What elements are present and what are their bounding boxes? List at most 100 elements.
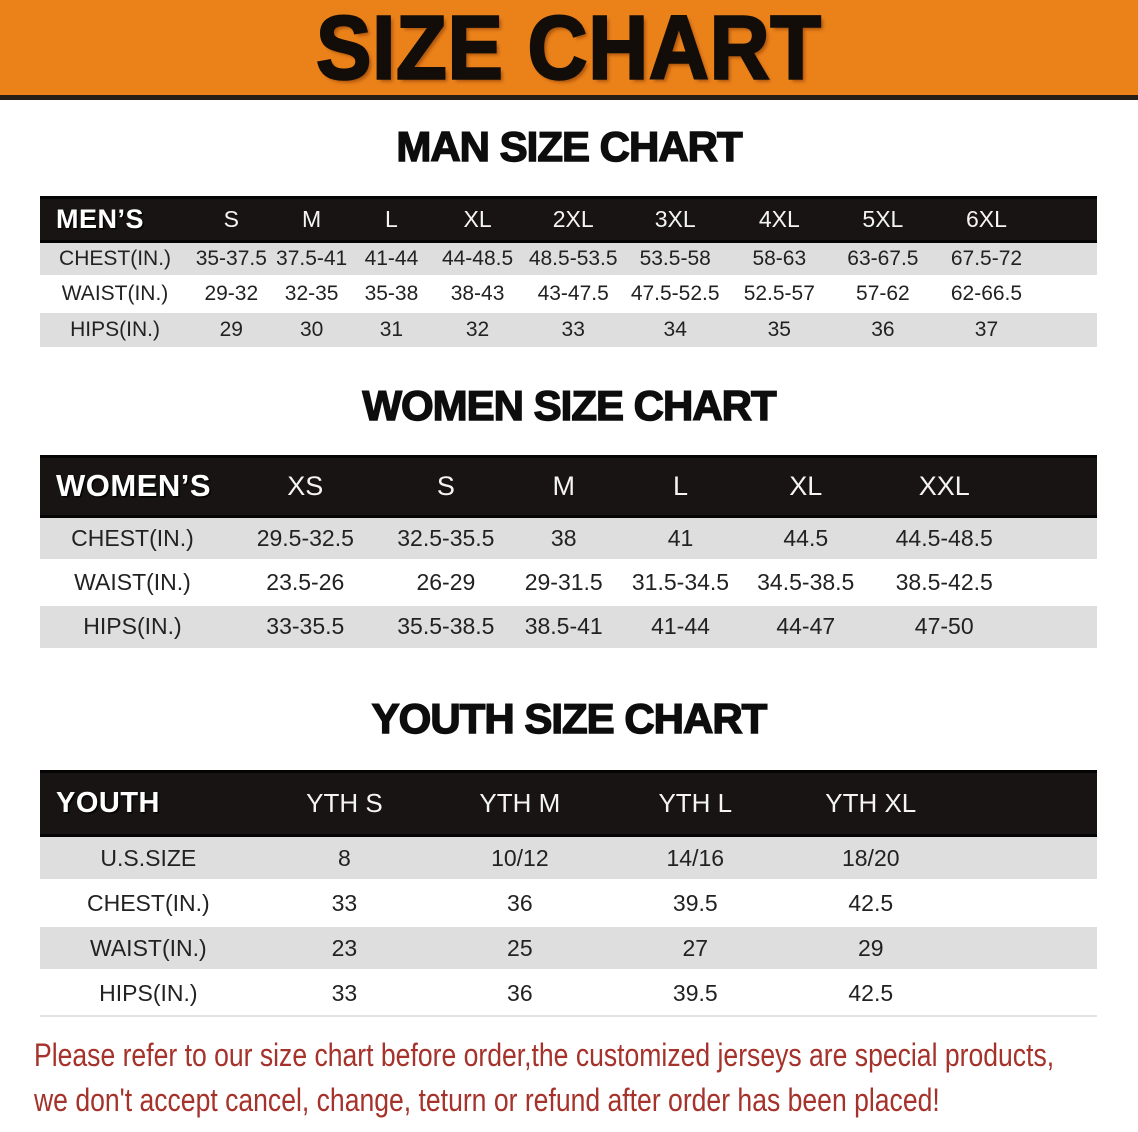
disclaimer-line-1: Please refer to our size chart before or… — [34, 1036, 1055, 1073]
men-section-title: MAN SIZE CHART — [396, 123, 744, 170]
size-value-cell: 34.5-38.5 — [739, 558, 872, 604]
size-chart-banner: SIZE CHART — [0, 0, 1138, 100]
men-size-header-2xl: 2XL — [523, 196, 624, 243]
youth-corner-label: YOUTH — [40, 770, 257, 837]
size-value-cell: 18/20 — [783, 834, 959, 881]
size-value-cell: 27 — [607, 924, 784, 971]
row-label: HIPS(IN.) — [40, 602, 225, 648]
women-size-header-xs: XS — [224, 454, 386, 518]
size-value-cell: 39.5 — [607, 879, 784, 926]
size-value-cell: 35-37.5 — [190, 240, 273, 277]
size-value-cell: 44-48.5 — [432, 240, 523, 277]
men-size-header-3xl: 3XL — [623, 196, 727, 243]
youth-hips-row: HIPS(IN.) 33 36 39.5 42.5 — [40, 969, 1097, 1016]
men-header-spacer — [1038, 196, 1097, 243]
row-label: U.S.SIZE — [40, 834, 257, 881]
size-value-cell: 34 — [623, 310, 727, 347]
size-value-cell: 47.5-52.5 — [623, 275, 727, 312]
size-value-cell: 38 — [506, 514, 622, 560]
row-spacer — [1016, 602, 1097, 648]
women-corner-label: WOMEN’S — [40, 454, 225, 518]
size-value-cell: 35 — [726, 310, 832, 347]
row-label: CHEST(IN.) — [40, 240, 191, 277]
size-value-cell: 41 — [621, 514, 740, 560]
size-value-cell: 10/12 — [432, 834, 608, 881]
row-spacer — [1038, 275, 1097, 312]
men-size-header-xl: XL — [432, 196, 523, 243]
women-waist-row: WAIST(IN.) 23.5-26 26-29 29-31.5 31.5-34… — [40, 558, 1097, 604]
size-value-cell: 33 — [523, 310, 624, 347]
women-section-title: WOMEN SIZE CHART — [362, 381, 778, 429]
youth-size-header-l: YTH L — [607, 770, 784, 837]
row-spacer — [958, 834, 1097, 881]
size-value-cell: 30 — [272, 310, 351, 347]
men-waist-row: WAIST(IN.) 29-32 32-35 35-38 38-43 43-47… — [40, 275, 1097, 312]
disclaimer-line-2: we don't accept cancel, change, teturn o… — [34, 1081, 940, 1118]
women-size-header-xxl: XXL — [871, 454, 1017, 518]
youth-size-header-s: YTH S — [256, 770, 433, 837]
women-size-header-s: S — [385, 454, 507, 518]
men-header-row: MEN’S S M L XL 2XL 3XL 4XL 5XL 6XL — [40, 196, 1097, 243]
size-value-cell: 29 — [783, 924, 959, 971]
youth-chest-row: CHEST(IN.) 33 36 39.5 42.5 — [40, 879, 1097, 926]
youth-header-row: YOUTH YTH S YTH M YTH L YTH XL — [40, 770, 1097, 837]
row-label: HIPS(IN.) — [40, 310, 191, 347]
size-value-cell: 52.5-57 — [726, 275, 832, 312]
row-label: WAIST(IN.) — [40, 558, 225, 604]
size-value-cell: 36 — [432, 879, 608, 926]
men-size-header-5xl: 5XL — [831, 196, 935, 243]
women-size-header-m: M — [506, 454, 622, 518]
size-value-cell: 44.5-48.5 — [871, 514, 1017, 560]
size-value-cell: 31.5-34.5 — [621, 558, 740, 604]
size-value-cell: 37.5-41 — [272, 240, 351, 277]
size-value-cell: 37 — [934, 310, 1039, 347]
size-value-cell: 29 — [190, 310, 273, 347]
youth-size-header-m: YTH M — [432, 770, 608, 837]
row-spacer — [1038, 310, 1097, 347]
size-value-cell: 25 — [432, 924, 608, 971]
women-header-row: WOMEN’S XS S M L XL XXL — [40, 454, 1097, 518]
row-spacer — [1016, 558, 1097, 604]
size-value-cell: 33 — [256, 879, 433, 926]
size-value-cell: 32-35 — [272, 275, 351, 312]
size-value-cell: 62-66.5 — [934, 275, 1039, 312]
men-size-table: MEN’S S M L XL 2XL 3XL 4XL 5XL 6XL CHEST… — [40, 196, 1097, 347]
size-value-cell: 36 — [831, 310, 935, 347]
size-value-cell: 44.5 — [739, 514, 872, 560]
youth-size-table: YOUTH YTH S YTH M YTH L YTH XL U.S.SIZE … — [40, 770, 1097, 1017]
banner-title: SIZE CHART — [315, 0, 822, 98]
youth-header-spacer — [958, 770, 1097, 837]
size-value-cell: 48.5-53.5 — [523, 240, 624, 277]
men-size-header-4xl: 4XL — [726, 196, 832, 243]
youth-ussize-row: U.S.SIZE 8 10/12 14/16 18/20 — [40, 834, 1097, 881]
size-value-cell: 8 — [256, 834, 433, 881]
row-label: CHEST(IN.) — [40, 514, 225, 560]
men-hips-row: HIPS(IN.) 29 30 31 32 33 34 35 36 37 — [40, 310, 1097, 347]
row-spacer — [1038, 240, 1097, 277]
women-size-header-xl: XL — [739, 454, 872, 518]
youth-section-title: YOUTH SIZE CHART — [371, 695, 768, 742]
size-value-cell: 29-32 — [190, 275, 273, 312]
size-value-cell: 42.5 — [783, 969, 959, 1016]
men-size-header-l: L — [350, 196, 433, 243]
women-size-header-l: L — [621, 454, 740, 518]
size-value-cell: 26-29 — [385, 558, 507, 604]
size-value-cell: 38.5-41 — [506, 602, 622, 648]
size-value-cell: 35.5-38.5 — [385, 602, 507, 648]
row-spacer — [958, 879, 1097, 926]
row-spacer — [958, 969, 1097, 1016]
size-value-cell: 41-44 — [350, 240, 433, 277]
size-value-cell: 53.5-58 — [623, 240, 727, 277]
size-value-cell: 41-44 — [621, 602, 740, 648]
youth-size-header-xl: YTH XL — [783, 770, 959, 837]
size-value-cell: 29-31.5 — [506, 558, 622, 604]
women-size-table: WOMEN’S XS S M L XL XXL CHEST(IN.) 29.5-… — [40, 454, 1097, 648]
women-chest-row: CHEST(IN.) 29.5-32.5 32.5-35.5 38 41 44.… — [40, 514, 1097, 560]
row-label: HIPS(IN.) — [40, 969, 257, 1016]
men-size-header-m: M — [272, 196, 351, 243]
size-value-cell: 32 — [432, 310, 523, 347]
size-value-cell: 42.5 — [783, 879, 959, 926]
row-spacer — [958, 924, 1097, 971]
row-label: CHEST(IN.) — [40, 879, 257, 926]
